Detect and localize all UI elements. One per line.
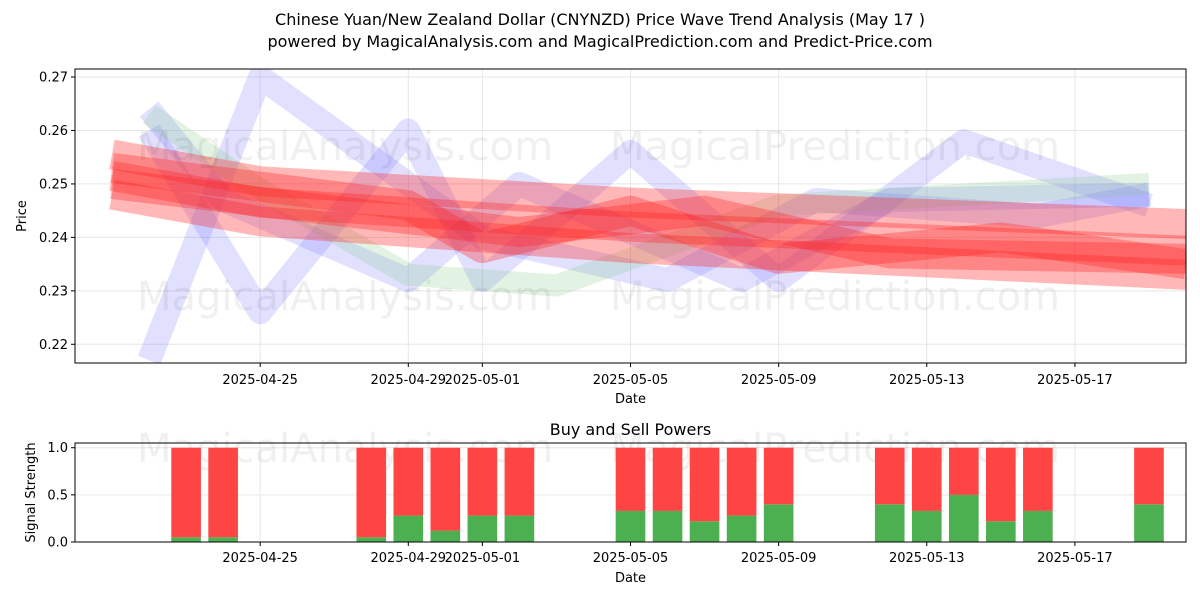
wave-line-red [109,139,1186,239]
x-tick-label: 2025-04-29 [371,373,447,388]
buy-bar [171,537,201,542]
buy-bar [1023,510,1053,542]
x-tick-label: 2025-04-25 [222,373,298,388]
buy-bar [356,537,387,542]
buy-bar [986,521,1016,542]
watermark-text: MagicalPrediction.com [610,426,1060,472]
sell-bar [430,447,461,531]
y-axis-label: Signal Strength [24,442,39,542]
wave-line-red [110,153,1186,279]
x-tick-label: 2025-05-09 [741,551,817,566]
wave-line-red [110,169,1186,274]
sell-bar [171,447,201,538]
x-tick-label: 2025-04-29 [371,551,447,566]
sell-bar [356,447,387,538]
sell-bar [615,447,646,511]
wave-line-blue [139,101,1150,293]
x-tick-label: 2025-05-01 [445,551,521,566]
watermark-text: MagicalAnalysis.com [137,274,553,320]
x-tick-label: 2025-05-09 [741,373,817,388]
sell-bar [393,447,424,516]
sell-bar [1023,447,1053,511]
buy-bar [393,515,424,542]
watermark-text: MagicalPrediction.com [610,274,1060,320]
buy-bar [763,504,794,542]
wave-group [109,69,1186,363]
sell-bar [948,447,979,495]
sell-bar [652,447,683,511]
y-axis-label: Price [15,200,30,232]
y-tick-label: 0.27 [39,71,68,86]
x-tick-label: 2025-05-05 [593,373,669,388]
x-tick-label: 2025-05-17 [1037,373,1113,388]
watermark-text: MagicalAnalysis.com [137,124,553,170]
sell-bar [763,447,794,505]
x-axis-label: Date [615,392,646,407]
x-tick-label: 2025-05-13 [889,551,965,566]
wave-line-blue [137,69,1152,363]
sell-bar [874,447,905,505]
sell-bar [986,447,1016,522]
y-tick-label: 0.25 [39,177,68,192]
price-plot: MagicalAnalysis.com MagicalPrediction.com… [15,68,1187,407]
x-tick-label: 2025-05-05 [593,551,669,566]
x-tick-label: 2025-05-13 [889,373,965,388]
buy-bar [948,494,979,542]
watermark-text: MagicalPrediction.com [610,124,1060,170]
y-tick-label: 0.23 [39,284,68,299]
x-axis-label: Date [615,571,646,586]
wave-line-red [109,179,1186,290]
chart-title: Chinese Yuan/New Zealand Dollar (CNYNZD)… [275,10,925,29]
subplot-title: Buy and Sell Powers [550,420,712,439]
buy-bar [208,537,238,542]
wave-line-blue [138,118,1153,325]
y-tick-label: 0.24 [39,231,68,246]
sell-bar [208,447,238,538]
sell-bar [911,447,942,511]
buy-bar [726,515,757,542]
sell-bar [689,447,720,522]
sell-bar [504,447,535,516]
chart-subtitle: powered by MagicalAnalysis.com and Magic… [267,32,933,51]
wave-line-red [109,161,1186,266]
y-tick-label: 0.5 [47,488,68,503]
buy-bar [689,521,720,542]
buy-bar [1134,504,1164,542]
buy-bar [504,515,535,542]
y-tick-label: 1.0 [47,441,68,456]
x-tick-label: 2025-04-25 [222,551,298,566]
sell-bar [726,447,757,516]
buy-bar [911,510,942,542]
buy-bar [615,510,646,542]
wave-line-green [142,105,1150,297]
buy-bar [430,530,461,542]
buy-bar [874,504,905,542]
buy-bar [467,515,498,542]
y-tick-label: 0.22 [39,338,68,353]
sell-bar [467,447,498,516]
x-tick-label: 2025-05-01 [445,373,521,388]
sell-bar [1134,447,1164,505]
x-tick-label: 2025-05-17 [1037,551,1113,566]
y-tick-label: 0.0 [47,536,68,551]
y-tick-label: 0.26 [39,124,68,139]
buy-bar [652,510,683,542]
